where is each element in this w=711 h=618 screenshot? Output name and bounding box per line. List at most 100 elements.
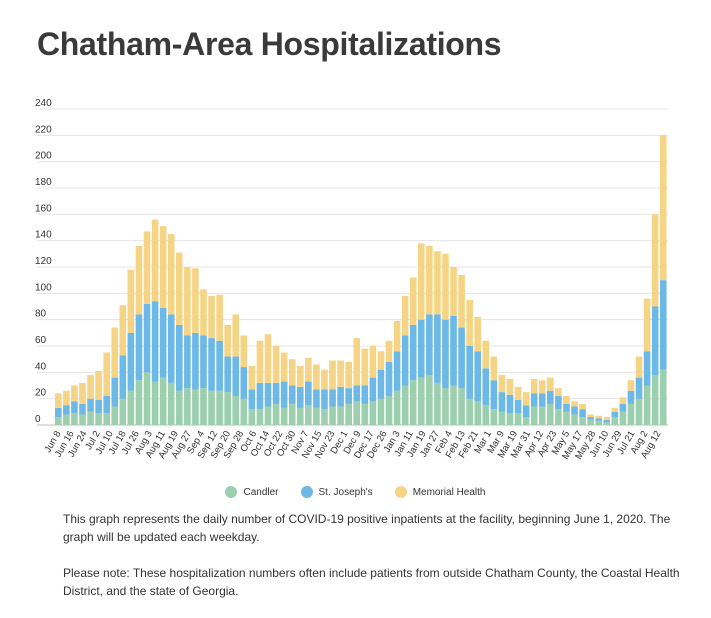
- bar-st-joseph-s: [434, 314, 441, 383]
- y-axis-ticks: 0 20 40 60 80 100 120 140 160 180 200 220 240: [35, 98, 52, 425]
- legend-swatch-st-josephs: [300, 486, 313, 498]
- y-tick-label: 140: [35, 230, 52, 241]
- bar-st-joseph-s: [514, 399, 522, 414]
- bar-memorial-health: [184, 267, 191, 336]
- bar-memorial-health: [321, 369, 328, 390]
- bar-memorial-health: [264, 334, 272, 383]
- bar-memorial-health: [119, 305, 127, 356]
- bar-candler: [95, 413, 102, 425]
- bar-candler: [192, 389, 199, 425]
- bar-candler: [442, 388, 449, 425]
- bar-memorial-health: [216, 294, 223, 341]
- bar-candler: [377, 398, 385, 425]
- bar-candler: [369, 401, 377, 425]
- bar-candler: [458, 388, 465, 425]
- bar-memorial-health: [345, 361, 352, 389]
- bar-candler: [337, 406, 344, 425]
- bar-st-joseph-s: [643, 351, 651, 386]
- bar-memorial-health: [296, 365, 304, 387]
- bar-st-joseph-s: [192, 332, 199, 390]
- bar-memorial-health: [240, 335, 248, 368]
- bar-st-joseph-s: [659, 280, 667, 370]
- bar-candler: [579, 417, 586, 425]
- bar-st-joseph-s: [337, 386, 344, 407]
- bar-st-joseph-s: [184, 335, 191, 389]
- bar-candler: [175, 390, 183, 425]
- bar-candler: [555, 409, 562, 425]
- bar-candler: [538, 406, 546, 425]
- bar-st-joseph-s: [651, 306, 659, 375]
- bar-candler: [385, 396, 393, 425]
- bar-candler: [426, 374, 433, 425]
- bar-candler: [619, 411, 627, 425]
- bar-st-joseph-s: [498, 392, 506, 412]
- y-tick-label: 220: [35, 124, 52, 135]
- bar-candler: [571, 414, 578, 425]
- bar-candler: [103, 413, 110, 425]
- bar-memorial-health: [127, 269, 135, 333]
- bar-candler: [280, 407, 288, 425]
- bar-st-joseph-s: [361, 385, 369, 404]
- bar-memorial-health: [337, 360, 344, 387]
- bar-memorial-health: [635, 356, 643, 378]
- bar-candler: [248, 409, 256, 425]
- bar-st-joseph-s: [208, 338, 215, 391]
- bar-memorial-health: [95, 371, 102, 400]
- bar-candler: [127, 390, 135, 425]
- bar-memorial-health: [450, 267, 457, 316]
- bar-memorial-health: [71, 385, 78, 402]
- bar-memorial-health: [224, 324, 231, 357]
- legend-item-memorial-health[interactable]: Memorial Health: [394, 486, 486, 498]
- bar-candler: [71, 413, 78, 425]
- bar-memorial-health: [248, 365, 256, 390]
- bar-memorial-health: [200, 289, 207, 336]
- bar-memorial-health: [305, 357, 312, 382]
- y-tick-label: 240: [35, 98, 52, 109]
- bar-memorial-health: [313, 364, 320, 390]
- bar-st-joseph-s: [272, 382, 280, 404]
- bar-st-joseph-s: [603, 419, 611, 423]
- bar-candler: [184, 388, 191, 425]
- bar-memorial-health: [208, 295, 215, 339]
- bar-candler: [87, 411, 94, 425]
- bar-candler: [409, 380, 417, 425]
- legend-swatch-candler: [225, 486, 238, 498]
- note-disclaimer: Please note: These hospitalization numbe…: [63, 566, 680, 598]
- y-tick-label: 160: [35, 203, 52, 214]
- bar-candler: [111, 406, 119, 425]
- bar-candler: [232, 396, 240, 425]
- bar-st-joseph-s: [530, 393, 538, 407]
- note-description: This graph represents the daily number o…: [63, 512, 671, 544]
- bar-candler: [651, 374, 659, 425]
- bar-memorial-health: [555, 388, 562, 397]
- bar-memorial-health: [611, 407, 619, 412]
- legend-label-candler: Candler: [243, 486, 279, 498]
- legend-item-candler[interactable]: Candler: [225, 486, 279, 498]
- legend-item-st-josephs[interactable]: St. Joseph's: [300, 486, 373, 498]
- bar-memorial-health: [587, 414, 594, 418]
- bar-st-joseph-s: [595, 418, 603, 422]
- bar-st-joseph-s: [256, 382, 264, 410]
- bar-st-joseph-s: [417, 319, 425, 378]
- bar-memorial-health: [571, 401, 578, 407]
- bar-candler: [498, 411, 506, 425]
- bar-memorial-health: [643, 298, 651, 352]
- bar-memorial-health: [482, 340, 490, 369]
- bar-st-joseph-s: [547, 390, 554, 404]
- legend-label-st-josephs: St. Joseph's: [318, 486, 373, 498]
- bar-memorial-health: [426, 245, 433, 315]
- bar-memorial-health: [103, 352, 110, 397]
- bar-memorial-health: [280, 352, 288, 382]
- bar-memorial-health: [651, 214, 659, 307]
- bar-memorial-health: [192, 268, 199, 333]
- y-tick-label: 80: [35, 309, 47, 320]
- bar-candler: [587, 419, 594, 425]
- bar-candler: [151, 381, 159, 425]
- bar-st-joseph-s: [579, 409, 586, 418]
- bar-candler: [313, 407, 320, 425]
- bar-candler: [643, 385, 651, 425]
- bar-candler: [393, 390, 401, 425]
- bar-memorial-health: [361, 348, 369, 386]
- bar-st-joseph-s: [143, 303, 151, 373]
- bar-candler: [659, 369, 667, 425]
